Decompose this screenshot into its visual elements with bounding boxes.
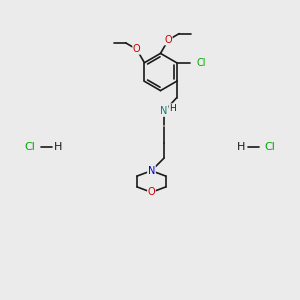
- Text: O: O: [133, 44, 140, 54]
- Text: H: H: [169, 104, 176, 113]
- Text: Cl: Cl: [265, 142, 275, 152]
- Text: N: N: [148, 166, 155, 176]
- Text: H: H: [54, 142, 63, 152]
- Text: O: O: [164, 35, 172, 45]
- Text: N: N: [148, 166, 155, 176]
- Text: H: H: [237, 142, 246, 152]
- Text: Cl: Cl: [25, 142, 35, 152]
- Text: O: O: [148, 187, 155, 197]
- Text: Cl: Cl: [197, 58, 206, 68]
- Text: N: N: [160, 106, 168, 116]
